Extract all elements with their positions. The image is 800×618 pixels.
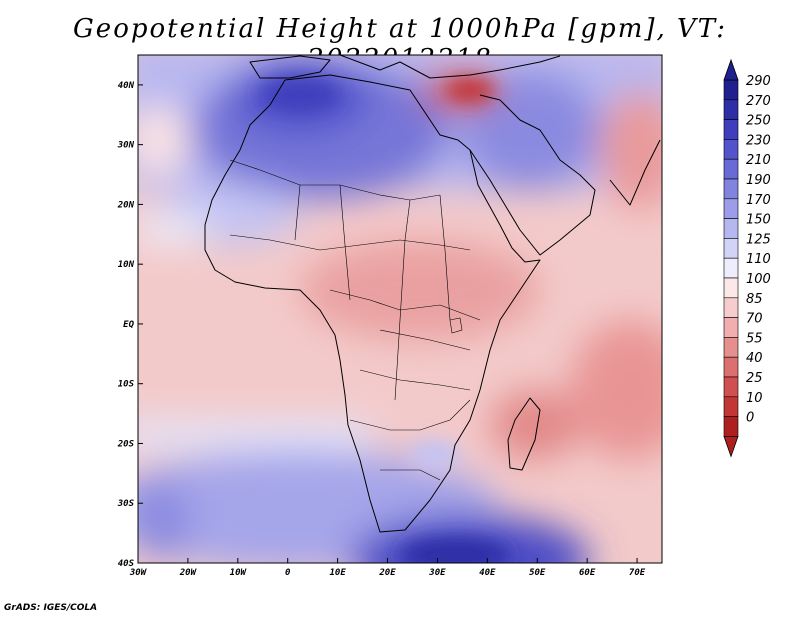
field-sw-high (138, 480, 190, 560)
colorbar-top-arrow (723, 58, 739, 81)
field-turkey-low (445, 78, 495, 102)
lat-tick-label: 40S (118, 559, 135, 569)
border-central (329, 289, 481, 321)
india-coastline (609, 139, 661, 206)
colorbar-label: 55 (746, 331, 763, 346)
colorbar-label: 125 (746, 232, 771, 247)
lon-tick-label: 20E (378, 568, 396, 578)
border-vertical-4 (294, 184, 301, 241)
colorbar-label: 0 (746, 411, 754, 426)
colorbar-label: 250 (746, 114, 771, 129)
colorbar-label: 110 (746, 252, 771, 267)
field-deep-high (400, 537, 510, 563)
field-central-low (300, 240, 540, 340)
colorbar-label: 270 (746, 94, 771, 109)
lat-tick-label: 10S (118, 380, 135, 390)
colorbar-segment (723, 337, 739, 358)
lat-tick-label: EQ (123, 320, 134, 330)
colorbar-segment (723, 178, 739, 200)
field-india-low (600, 90, 662, 210)
grads-credit: GrADS: IGES/COLA (4, 603, 98, 613)
border-vertical-2 (394, 199, 411, 401)
lat-tick-label: 40N (118, 81, 135, 91)
borders (229, 159, 481, 481)
colorbar-segment (723, 119, 739, 140)
colorbar-segment (723, 317, 739, 338)
colorbar-label: 100 (746, 272, 771, 287)
lat-tick-label: 20S (117, 439, 135, 449)
border-vertical-3 (439, 194, 451, 321)
colorbar-segment (723, 238, 739, 259)
border-mid-1 (379, 329, 471, 351)
colorbar-segment (723, 356, 739, 378)
border-south (349, 399, 471, 431)
colorbar-segment (723, 99, 739, 120)
colorbar-label: 25 (746, 371, 763, 386)
lat-tick-label: 30S (117, 499, 135, 509)
border-sahel (229, 234, 471, 251)
europe-coastline (339, 55, 561, 79)
field-atlantic-weak (138, 105, 190, 175)
lat-tick-label: 10N (118, 260, 135, 270)
field-south-band (138, 420, 370, 450)
field-indian-low (570, 320, 662, 460)
colorbar: 2902702502302101901701501251101008570554… (723, 58, 771, 458)
lon-tick-label: 0 (285, 568, 291, 578)
field-algeria-high (260, 77, 340, 113)
colorbar-segment (723, 218, 739, 239)
lon-tick-label: 20W (179, 568, 198, 578)
lon-tick-label: 50E (529, 568, 546, 578)
field-arabia-high (460, 70, 600, 190)
field-south-africa-high (410, 440, 460, 470)
map-frame (137, 54, 663, 564)
lon-tick-label: 10E (329, 568, 346, 578)
lon-tick-label: 40E (479, 568, 496, 578)
madagascar-coastline (507, 397, 541, 471)
lake-victoria (449, 317, 463, 334)
colorbar-label: 150 (746, 213, 771, 228)
colorbar-bottom-arrow (723, 435, 739, 458)
colorbar-label: 85 (746, 292, 763, 307)
lat-tick-label: 20N (117, 200, 135, 210)
field-detail (260, 77, 510, 563)
lon-tick-label: 70E (629, 568, 646, 578)
colorbar-segment (723, 277, 739, 299)
colorbar-segment (723, 139, 739, 160)
colorbar-label: 290 (746, 74, 771, 89)
africa-coastline (204, 74, 541, 533)
coastlines (204, 55, 661, 533)
colorbar-label: 210 (746, 153, 771, 168)
map-plot-area (138, 55, 662, 563)
field-madagascar-low (490, 390, 580, 460)
border-southern-africa (380, 469, 441, 481)
lat-tick-label: 30N (117, 141, 135, 151)
colorbar-label: 70 (746, 312, 763, 327)
colorbar-segment (723, 416, 739, 437)
iberia-coastline (249, 55, 331, 79)
arabia-coastline (469, 94, 596, 256)
lon-tick-label: 30W (129, 568, 148, 578)
colorbar-label: 190 (746, 173, 771, 188)
colorbar-segment (723, 297, 739, 318)
colorbar-segment (723, 396, 739, 417)
lon-tick-label: 10W (230, 568, 248, 578)
border-vertical-1 (339, 184, 351, 301)
colorbar-label: 10 (746, 391, 763, 406)
colorbar-label: 230 (746, 133, 771, 148)
colorbar-label: 170 (746, 193, 771, 208)
colorbar-segment (723, 79, 739, 101)
border-mid-2 (359, 369, 471, 391)
colorbar-label: 40 (746, 351, 763, 366)
lon-tick-label: 60E (579, 568, 596, 578)
lon-tick-label: 30E (428, 568, 446, 578)
colorbar-segment (723, 158, 739, 180)
colorbar-segment (723, 376, 739, 398)
colorbar-segment (723, 198, 739, 219)
colorbar-segment (723, 257, 739, 279)
field-atlantic-band (138, 215, 210, 245)
